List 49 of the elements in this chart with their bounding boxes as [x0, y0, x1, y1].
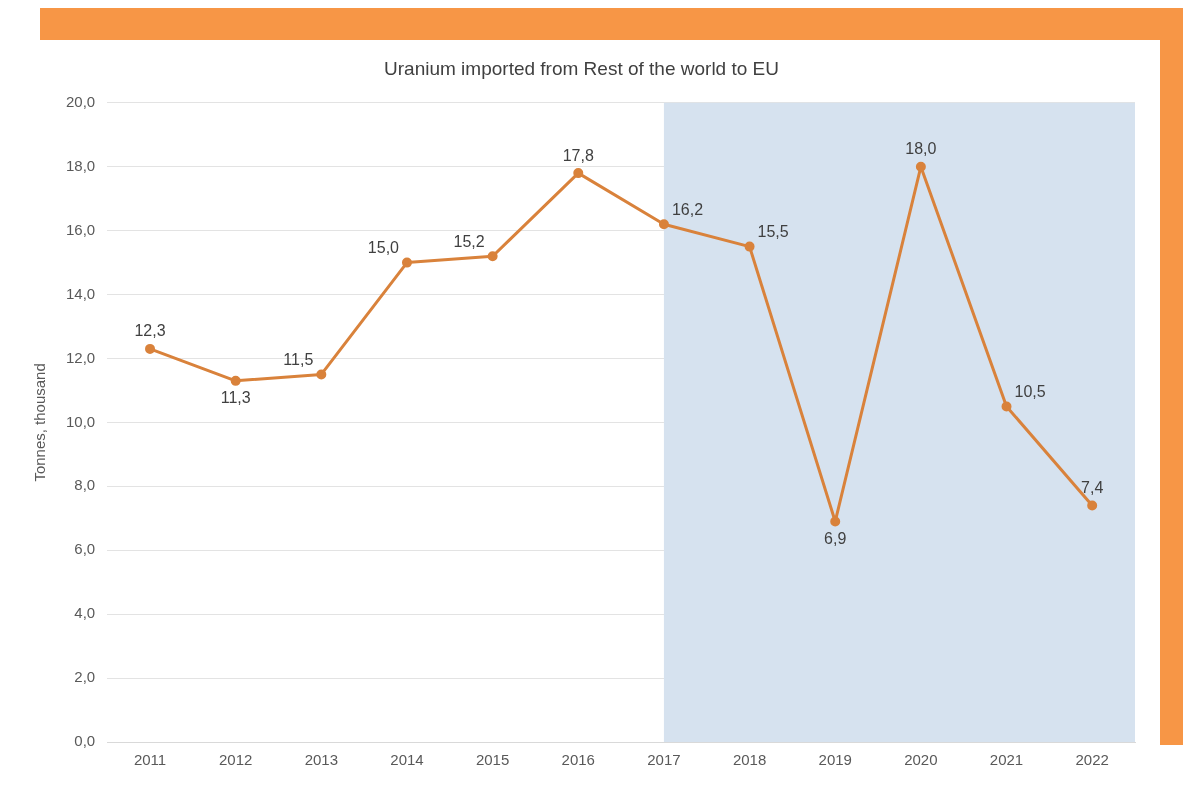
point: [573, 168, 584, 179]
x-tick-label: 2022: [1075, 751, 1109, 769]
y-tick-label: 2,0: [74, 668, 96, 686]
y-tick-label: 8,0: [74, 476, 96, 494]
point: [401, 257, 412, 268]
x-tick-label: 2018: [732, 751, 767, 769]
data-label: 10,5: [1014, 382, 1046, 400]
point: [145, 343, 156, 354]
data-label: 17,8: [562, 146, 594, 164]
y-tick-label: 4,0: [74, 604, 96, 622]
data-label: 15,5: [757, 223, 789, 241]
point: [316, 369, 327, 380]
y-tick-label: 20,0: [65, 92, 96, 110]
data-label: 16,2: [671, 200, 704, 218]
point: [1087, 500, 1098, 511]
data-label: 7,4: [1081, 478, 1104, 496]
x-tick-label: 2021: [989, 751, 1024, 769]
data-label: 15,0: [367, 239, 400, 257]
point: [915, 161, 926, 172]
data-label: 11,3: [220, 389, 251, 407]
point: [744, 241, 755, 252]
x-tick-label: 2014: [390, 751, 424, 769]
data-label: 15,2: [453, 232, 485, 250]
data-label: 18,0: [905, 140, 937, 158]
y-axis-title: Tonnes, thousand: [31, 363, 49, 482]
y-tick-label: 0,0: [74, 732, 96, 750]
y-tick-label: 12,0: [65, 348, 96, 366]
x-tick-label: 2019: [818, 751, 852, 769]
chart-title: Uranium imported from Rest of the world to EU: [384, 57, 779, 79]
y-tick-label: 10,0: [65, 412, 96, 430]
point: [658, 219, 669, 230]
x-tick-label: 2015: [475, 751, 510, 769]
x-tick-label: 2012: [218, 751, 253, 769]
point: [1001, 401, 1012, 412]
point: [230, 375, 241, 386]
y-tick-label: 14,0: [65, 284, 96, 302]
x-tick-label: 2017: [647, 751, 681, 769]
point: [487, 251, 498, 262]
x-tick-label: 2016: [561, 751, 595, 769]
y-tick-label: 18,0: [65, 156, 96, 174]
y-tick-label: 6,0: [74, 540, 96, 558]
x-tick-label: 2013: [304, 751, 339, 769]
x-tick-label: 2020: [904, 751, 938, 769]
data-label: 11,5: [283, 350, 314, 368]
data-label: 6,9: [824, 529, 847, 547]
point: [830, 516, 841, 527]
data-label: 12,3: [134, 322, 166, 340]
y-tick-label: 16,0: [65, 220, 96, 238]
x-tick-label: 2011: [133, 751, 167, 769]
